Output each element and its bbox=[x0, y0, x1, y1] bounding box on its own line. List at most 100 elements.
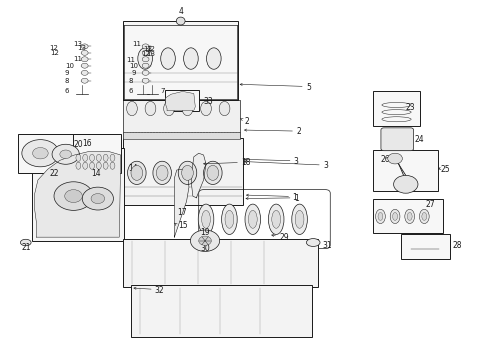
Polygon shape bbox=[34, 152, 121, 237]
Ellipse shape bbox=[76, 154, 81, 161]
Text: 3: 3 bbox=[294, 157, 298, 166]
Circle shape bbox=[60, 150, 72, 158]
Text: 11: 11 bbox=[74, 56, 82, 62]
Circle shape bbox=[142, 63, 149, 68]
Circle shape bbox=[22, 140, 59, 167]
Text: 12: 12 bbox=[147, 46, 155, 51]
Text: 10: 10 bbox=[65, 63, 74, 69]
Text: 1: 1 bbox=[292, 193, 297, 202]
Text: 17: 17 bbox=[177, 208, 186, 217]
Ellipse shape bbox=[419, 209, 429, 224]
Text: 13: 13 bbox=[147, 50, 156, 57]
Text: 14: 14 bbox=[92, 169, 101, 178]
Ellipse shape bbox=[103, 154, 108, 161]
Ellipse shape bbox=[97, 154, 101, 161]
Ellipse shape bbox=[248, 210, 257, 228]
Bar bbox=[31, 148, 124, 241]
Text: 31: 31 bbox=[322, 240, 332, 249]
Ellipse shape bbox=[245, 204, 261, 234]
Ellipse shape bbox=[103, 162, 108, 169]
Text: 21: 21 bbox=[21, 243, 30, 252]
Ellipse shape bbox=[272, 210, 281, 228]
Ellipse shape bbox=[126, 102, 137, 116]
Circle shape bbox=[142, 50, 149, 55]
Polygon shape bbox=[192, 153, 206, 198]
Text: 4: 4 bbox=[178, 7, 183, 16]
Bar bbox=[123, 239, 318, 287]
Ellipse shape bbox=[225, 210, 234, 228]
Text: 27: 27 bbox=[425, 200, 435, 209]
Text: 19: 19 bbox=[200, 228, 210, 237]
Text: 25: 25 bbox=[441, 165, 450, 174]
Ellipse shape bbox=[306, 239, 320, 247]
Text: 2: 2 bbox=[244, 117, 249, 126]
Text: 22: 22 bbox=[49, 169, 59, 178]
Ellipse shape bbox=[21, 239, 31, 246]
Ellipse shape bbox=[156, 165, 168, 180]
Ellipse shape bbox=[83, 162, 88, 169]
Circle shape bbox=[81, 63, 88, 68]
Text: 11: 11 bbox=[126, 57, 135, 63]
Polygon shape bbox=[123, 100, 240, 137]
Text: 9: 9 bbox=[132, 70, 136, 76]
Text: 13: 13 bbox=[77, 45, 86, 51]
Ellipse shape bbox=[203, 161, 222, 184]
Bar bbox=[74, 134, 121, 173]
Ellipse shape bbox=[90, 162, 95, 169]
Ellipse shape bbox=[198, 204, 214, 234]
Ellipse shape bbox=[182, 102, 193, 116]
Bar bbox=[130, 285, 312, 337]
Circle shape bbox=[199, 236, 211, 246]
Ellipse shape bbox=[206, 48, 221, 69]
Bar bbox=[123, 132, 240, 139]
Circle shape bbox=[393, 175, 418, 193]
Circle shape bbox=[81, 44, 88, 49]
Text: 14: 14 bbox=[128, 164, 138, 173]
Ellipse shape bbox=[407, 212, 412, 220]
Text: 15: 15 bbox=[178, 221, 187, 230]
Text: 1: 1 bbox=[294, 194, 298, 203]
Ellipse shape bbox=[83, 154, 88, 161]
Text: 32: 32 bbox=[155, 285, 165, 294]
Text: 9: 9 bbox=[65, 70, 69, 76]
Bar bbox=[401, 234, 450, 259]
Text: 33: 33 bbox=[203, 97, 213, 106]
Text: 8: 8 bbox=[65, 78, 69, 84]
Text: 10: 10 bbox=[129, 63, 138, 69]
Ellipse shape bbox=[90, 154, 95, 161]
Ellipse shape bbox=[145, 102, 156, 116]
Ellipse shape bbox=[164, 102, 174, 116]
Ellipse shape bbox=[176, 17, 185, 25]
Circle shape bbox=[81, 70, 88, 75]
Circle shape bbox=[191, 230, 220, 251]
Circle shape bbox=[65, 190, 82, 203]
Ellipse shape bbox=[184, 48, 198, 69]
Circle shape bbox=[81, 57, 88, 62]
Circle shape bbox=[81, 50, 88, 55]
Ellipse shape bbox=[375, 209, 385, 224]
Text: 6: 6 bbox=[128, 89, 133, 94]
Circle shape bbox=[32, 148, 48, 159]
Text: 24: 24 bbox=[415, 135, 424, 144]
Polygon shape bbox=[166, 91, 196, 111]
Text: 7: 7 bbox=[160, 89, 165, 94]
Circle shape bbox=[54, 182, 93, 210]
Ellipse shape bbox=[202, 210, 210, 228]
Circle shape bbox=[81, 78, 88, 83]
Bar bbox=[373, 199, 443, 233]
Ellipse shape bbox=[207, 165, 219, 180]
Circle shape bbox=[91, 194, 105, 203]
Circle shape bbox=[142, 78, 149, 83]
Bar bbox=[165, 90, 199, 111]
Text: 8: 8 bbox=[128, 78, 133, 84]
Text: 29: 29 bbox=[279, 233, 289, 242]
Ellipse shape bbox=[131, 165, 143, 180]
FancyBboxPatch shape bbox=[381, 128, 414, 151]
Ellipse shape bbox=[97, 162, 101, 169]
Bar bbox=[373, 150, 439, 191]
Polygon shape bbox=[174, 169, 189, 237]
Text: 6: 6 bbox=[65, 89, 69, 94]
Circle shape bbox=[142, 44, 149, 49]
Ellipse shape bbox=[221, 204, 237, 234]
Ellipse shape bbox=[201, 102, 211, 116]
